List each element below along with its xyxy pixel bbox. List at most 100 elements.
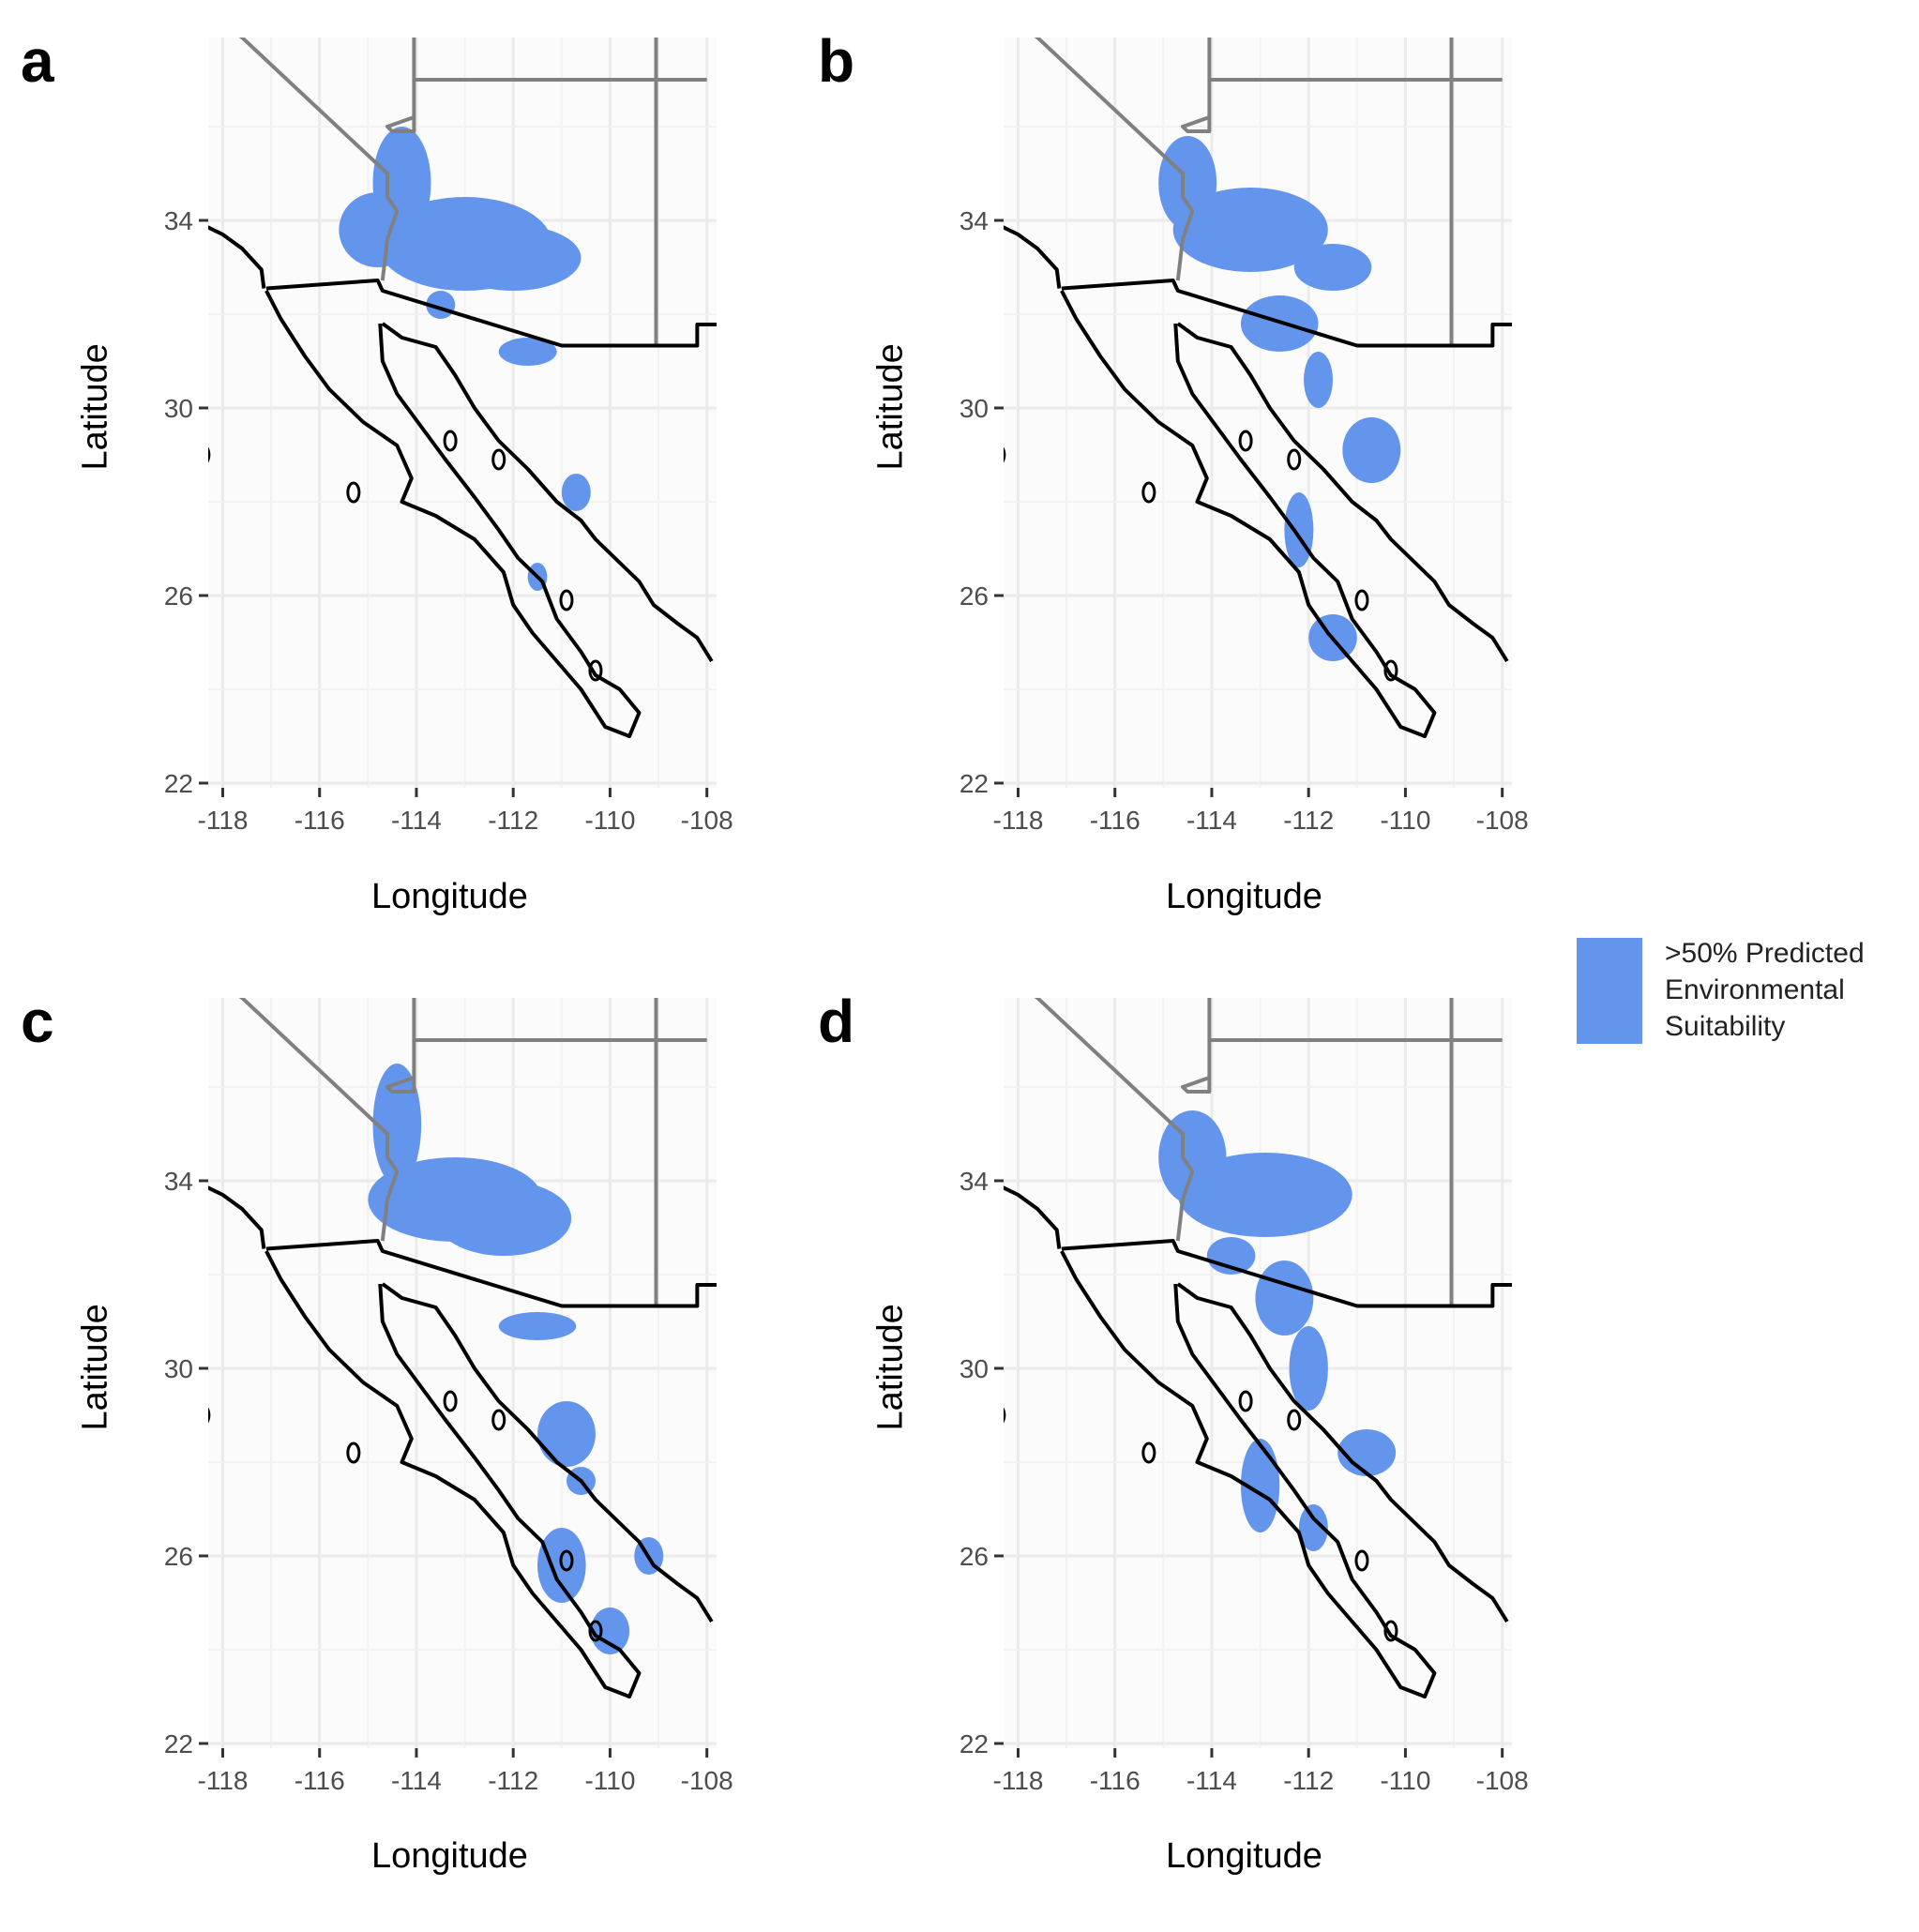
panel-letter-b: b xyxy=(818,27,855,95)
x-tick-label: -108 xyxy=(681,806,733,835)
state-border xyxy=(238,998,400,1242)
island-outline xyxy=(491,448,506,471)
x-tick-label: -114 xyxy=(391,1766,442,1795)
international-border xyxy=(1061,279,1512,348)
x-tick-label: -108 xyxy=(1476,1766,1529,1795)
y-axis-title-b: Latitude xyxy=(870,343,911,471)
island-outline xyxy=(1383,659,1398,682)
suitability-region xyxy=(339,192,416,267)
island-outline xyxy=(588,1620,603,1642)
coastline xyxy=(1004,1185,1062,1249)
coastline xyxy=(264,1250,642,1698)
island-outline xyxy=(1004,446,1006,463)
state-border xyxy=(385,38,707,133)
y-tick-label: 22 xyxy=(960,1729,989,1758)
panel-letter-c: c xyxy=(21,988,54,1055)
coastline xyxy=(264,290,642,738)
suitability-region xyxy=(1158,136,1217,230)
y-tick-label: 34 xyxy=(960,1167,989,1196)
plot-background xyxy=(1004,998,1512,1748)
x-tick-label: -110 xyxy=(584,806,635,835)
suitability-region xyxy=(1255,1260,1314,1336)
y-tick-label: 30 xyxy=(960,1354,989,1383)
state-border xyxy=(385,998,707,1094)
coastline xyxy=(1060,290,1437,738)
suitability-region xyxy=(1298,1504,1328,1551)
island-outline xyxy=(559,1549,574,1572)
x-axis-title-b: Longitude xyxy=(1166,877,1322,916)
international-border xyxy=(265,279,717,348)
suitability-region xyxy=(498,338,557,366)
map-content xyxy=(208,998,717,1698)
island-outline xyxy=(1354,1549,1369,1572)
y-tick-label: 26 xyxy=(164,1542,193,1571)
y-tick-label: 26 xyxy=(164,581,193,611)
suitability-region xyxy=(372,1064,422,1185)
legend-line-2: Environmental xyxy=(1665,974,1845,1005)
suitability-region xyxy=(1293,244,1372,291)
suitability-region xyxy=(1240,1439,1280,1532)
y-tick-label: 26 xyxy=(960,581,989,611)
state-border xyxy=(238,38,400,281)
island-outline xyxy=(1287,448,1302,471)
state-border xyxy=(1034,998,1195,1242)
y-tick-label: 34 xyxy=(164,1167,193,1196)
x-tick-label: -110 xyxy=(1380,1766,1430,1795)
x-tick-label: -112 xyxy=(488,1766,538,1795)
x-tick-label: -118 xyxy=(198,806,249,835)
suitability-region xyxy=(590,1607,630,1654)
x-axis-title-a: Longitude xyxy=(371,877,528,916)
island-outline xyxy=(443,1390,458,1412)
suitability-region xyxy=(445,225,582,291)
coastline xyxy=(208,1185,266,1249)
legend-swatch xyxy=(1577,938,1642,1044)
island-outline xyxy=(1004,1407,1006,1424)
island-outline xyxy=(491,1409,506,1431)
x-axis-title-c: Longitude xyxy=(371,1836,528,1876)
x-tick-label: -114 xyxy=(1186,806,1237,835)
x-tick-label: -116 xyxy=(295,1766,345,1795)
coastline xyxy=(1060,1250,1437,1698)
map-content xyxy=(208,38,717,738)
plot-background xyxy=(208,998,717,1748)
y-tick-label: 22 xyxy=(164,769,193,798)
x-tick-label: -112 xyxy=(1283,806,1334,835)
y-tick-label: 26 xyxy=(960,1542,989,1571)
x-tick-label: -112 xyxy=(1283,1766,1334,1795)
panel-letter-d: d xyxy=(818,988,855,1055)
y-tick-label: 34 xyxy=(164,206,193,235)
y-tick-label: 30 xyxy=(164,394,193,423)
x-tick-label: -116 xyxy=(1090,806,1141,835)
map-panel-d: 34 30 26 22-118 -116 -114 -112 -110 -108 xyxy=(960,998,1529,1795)
island-outline xyxy=(1238,1390,1253,1412)
coastline xyxy=(381,322,714,663)
island-outline xyxy=(588,659,603,682)
coastline xyxy=(1176,322,1509,663)
x-axis-title-d: Longitude xyxy=(1166,1836,1322,1876)
island-outline xyxy=(559,589,574,611)
map-panel-b: 34 30 26 22-118 -116 -114 -112 -110 -108 xyxy=(960,38,1529,835)
y-axis-title-c: Latitude xyxy=(75,1304,115,1431)
island-outline xyxy=(1141,1441,1156,1464)
map-content xyxy=(989,998,1512,1698)
island-outline xyxy=(989,239,1000,258)
suitability-region xyxy=(537,1401,596,1467)
island-outline xyxy=(1354,589,1369,611)
y-tick-label: 22 xyxy=(164,1729,193,1758)
y-axis-title-d: Latitude xyxy=(870,1304,911,1431)
island-outline xyxy=(1141,481,1156,504)
x-tick-label: -116 xyxy=(1090,1766,1141,1795)
x-tick-label: -108 xyxy=(681,1766,733,1795)
island-outline xyxy=(989,1200,1000,1218)
suitability-region xyxy=(1342,417,1401,483)
x-tick-label: -118 xyxy=(198,1766,249,1795)
state-border xyxy=(1180,38,1503,133)
state-border xyxy=(1180,998,1503,1094)
plot-background xyxy=(1004,38,1512,788)
international-border xyxy=(1061,1239,1512,1308)
suitability-region xyxy=(1158,1110,1227,1204)
y-tick-label: 30 xyxy=(164,1354,193,1383)
suitability-region xyxy=(1284,492,1314,567)
y-tick-label: 34 xyxy=(960,206,989,235)
